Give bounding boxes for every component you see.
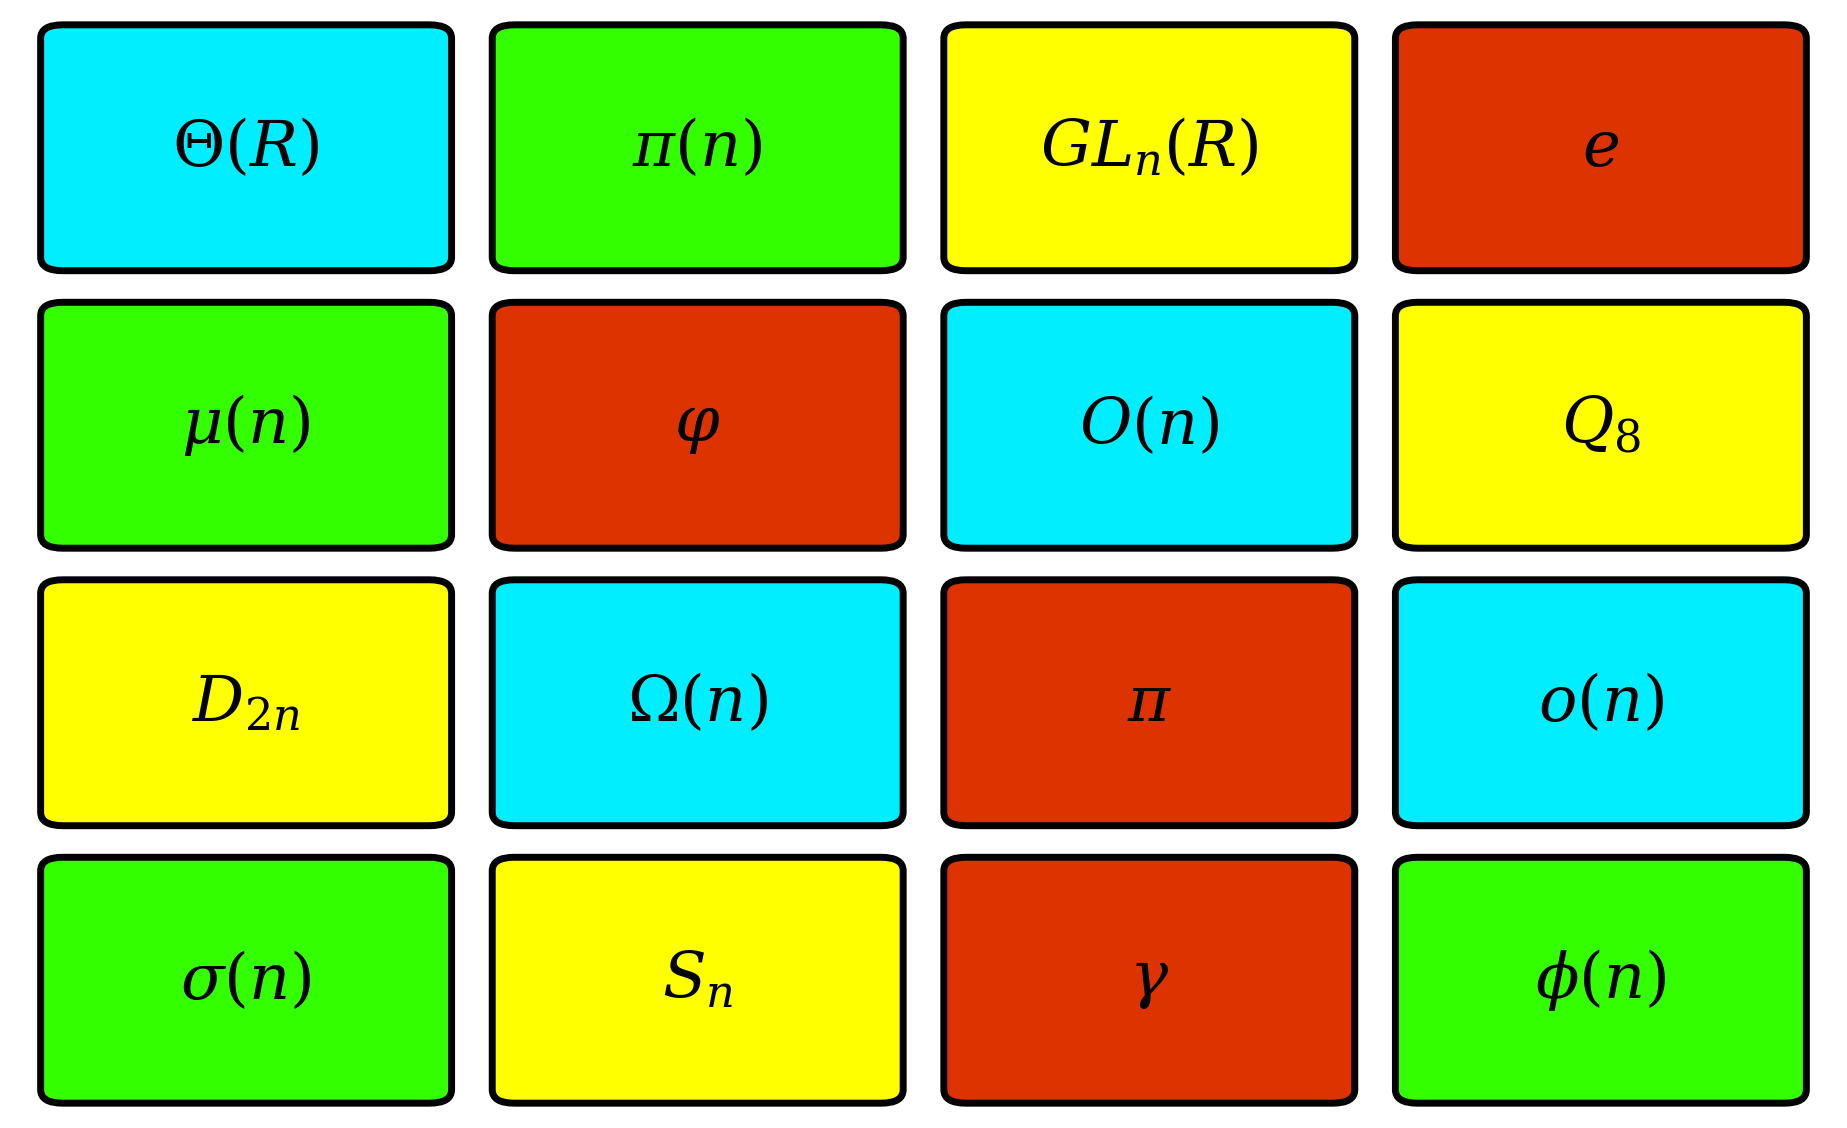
FancyBboxPatch shape [491, 857, 903, 1103]
FancyBboxPatch shape [944, 580, 1354, 826]
Text: $\varphi$: $\varphi$ [674, 395, 720, 456]
FancyBboxPatch shape [491, 25, 903, 271]
Text: $\gamma$: $\gamma$ [1129, 950, 1169, 1011]
Text: $o(n)$: $o(n)$ [1539, 671, 1664, 734]
Text: $S_n$: $S_n$ [661, 950, 733, 1011]
FancyBboxPatch shape [491, 302, 903, 548]
FancyBboxPatch shape [41, 857, 451, 1103]
FancyBboxPatch shape [41, 302, 451, 548]
FancyBboxPatch shape [1396, 25, 1806, 271]
Text: $\mu(n)$: $\mu(n)$ [181, 393, 310, 458]
FancyBboxPatch shape [491, 580, 903, 826]
Text: $O(n)$: $O(n)$ [1079, 394, 1219, 457]
Text: $D_{2n}$: $D_{2n}$ [192, 672, 301, 733]
FancyBboxPatch shape [41, 580, 451, 826]
Text: $\pi(n)$: $\pi(n)$ [632, 116, 763, 179]
Text: $\Theta(R)$: $\Theta(R)$ [172, 116, 320, 179]
FancyBboxPatch shape [944, 857, 1354, 1103]
Text: $\sigma(n)$: $\sigma(n)$ [181, 949, 312, 1012]
Text: $\phi(n)$: $\phi(n)$ [1535, 948, 1666, 1013]
FancyBboxPatch shape [944, 302, 1354, 548]
FancyBboxPatch shape [1396, 857, 1806, 1103]
FancyBboxPatch shape [41, 25, 451, 271]
FancyBboxPatch shape [1396, 580, 1806, 826]
Text: $Q_8$: $Q_8$ [1561, 394, 1640, 457]
Text: $e$: $e$ [1583, 117, 1620, 178]
Text: $\pi$: $\pi$ [1127, 672, 1173, 733]
FancyBboxPatch shape [1396, 302, 1806, 548]
Text: $GL_n(R)$: $GL_n(R)$ [1040, 116, 1258, 179]
Text: $\Omega(n)$: $\Omega(n)$ [628, 671, 768, 734]
FancyBboxPatch shape [944, 25, 1354, 271]
